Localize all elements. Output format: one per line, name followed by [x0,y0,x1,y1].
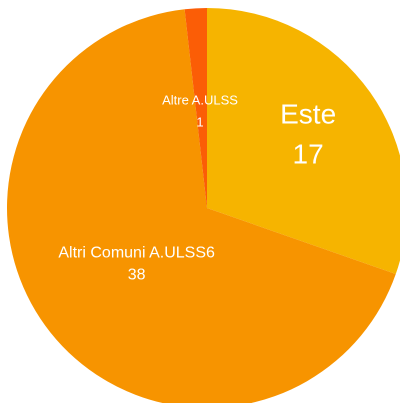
slice-label: Altri Comuni A.ULSS6 [58,244,215,261]
pie-slice [184,8,207,208]
slice-label: Altre A.ULSS [162,92,238,107]
pie-slice [207,8,400,275]
slice-value: 1 [196,114,203,129]
slice-value: 38 [128,266,146,283]
slice-label: Este [280,99,336,130]
slice-value: 17 [293,139,324,170]
pie-slice [7,9,396,403]
